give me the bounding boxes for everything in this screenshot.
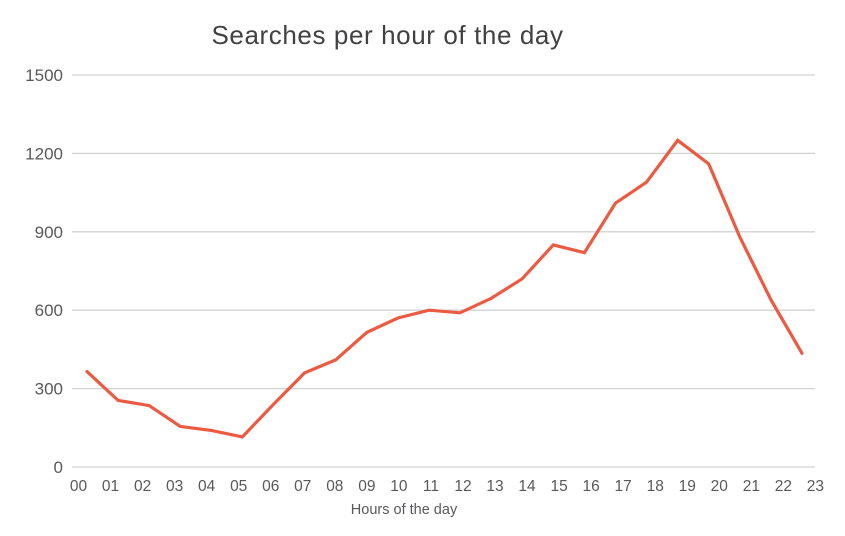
x-tick-label: 10	[390, 478, 408, 495]
x-tick-label: 20	[711, 478, 729, 495]
x-tick-label: 00	[70, 478, 88, 495]
x-tick-label: 22	[775, 478, 792, 495]
x-tick-label: 23	[807, 478, 824, 495]
y-tick-label: 0	[54, 458, 63, 477]
x-tick-label: 17	[615, 478, 632, 495]
x-tick-label: 07	[294, 478, 311, 495]
x-tick-label: 12	[454, 478, 471, 495]
x-tick-label: 21	[743, 478, 760, 495]
x-tick-label: 18	[647, 478, 664, 495]
x-tick-label: 16	[583, 478, 600, 495]
x-tick-label: 04	[198, 478, 216, 495]
y-tick-label: 900	[35, 223, 63, 242]
x-tick-label: 01	[102, 478, 119, 495]
x-tick-label: 09	[358, 478, 375, 495]
x-tick-label: 15	[550, 478, 567, 495]
x-tick-label: 14	[518, 478, 536, 495]
x-axis-title: Hours of the day	[350, 502, 458, 518]
y-tick-label: 1500	[25, 66, 63, 85]
searches-series-line	[85, 138, 804, 439]
x-tick-label: 13	[486, 478, 503, 495]
x-tick-label: 11	[423, 478, 439, 495]
x-tick-label: 08	[326, 478, 343, 495]
x-tick-label: 05	[230, 478, 247, 495]
x-tick-label: 02	[134, 478, 151, 495]
y-tick-label: 300	[35, 380, 63, 399]
y-tick-label: 600	[35, 301, 63, 320]
x-tick-label: 03	[166, 478, 183, 495]
x-tick-label: 19	[679, 478, 696, 495]
x-tick-label: 06	[262, 478, 279, 495]
y-tick-label: 1200	[25, 144, 63, 163]
chart-title: Searches per hour of the day	[211, 20, 564, 50]
